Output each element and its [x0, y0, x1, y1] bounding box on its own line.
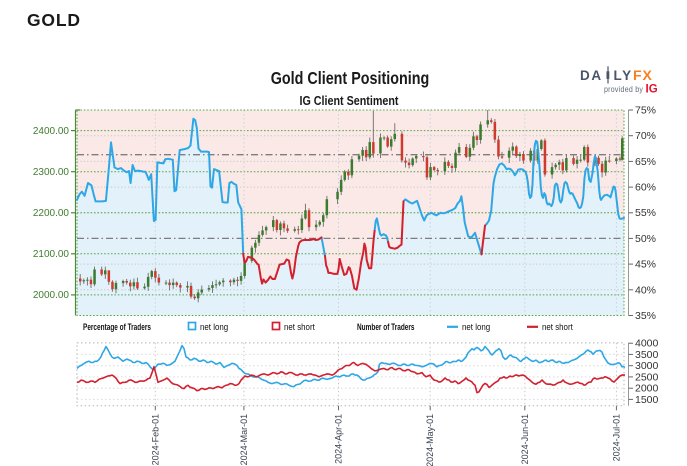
- svg-text:3500: 3500: [635, 349, 659, 361]
- svg-text:FX: FX: [633, 67, 653, 83]
- svg-text:40%: 40%: [635, 284, 656, 296]
- svg-text:35%: 35%: [635, 310, 656, 322]
- svg-text:GOLD: GOLD: [27, 10, 81, 30]
- svg-text:Gold Client Positioning: Gold Client Positioning: [271, 70, 430, 89]
- svg-text:2024-Mar-01: 2024-Mar-01: [239, 414, 249, 466]
- svg-text:LY: LY: [614, 68, 633, 83]
- svg-text:3000: 3000: [635, 360, 659, 372]
- svg-text:2024-Jul-01: 2024-Jul-01: [611, 414, 621, 462]
- svg-text:DA: DA: [580, 68, 603, 83]
- svg-text:65%: 65%: [635, 156, 656, 168]
- svg-text:50%: 50%: [635, 233, 656, 245]
- svg-text:IG Client Sentiment: IG Client Sentiment: [299, 94, 398, 108]
- svg-text:2024-Jun-01: 2024-Jun-01: [520, 414, 530, 465]
- svg-text:75%: 75%: [635, 105, 656, 117]
- svg-text:2200.00: 2200.00: [33, 208, 70, 219]
- svg-text:net short: net short: [542, 322, 573, 333]
- svg-text:45%: 45%: [635, 259, 656, 271]
- svg-text:2100.00: 2100.00: [33, 249, 70, 260]
- svg-text:net long: net long: [200, 322, 228, 333]
- svg-text:2000: 2000: [635, 383, 659, 395]
- svg-text:2024-May-01: 2024-May-01: [425, 414, 435, 466]
- svg-text:55%: 55%: [635, 207, 656, 219]
- svg-text:2024-Feb-01: 2024-Feb-01: [150, 414, 160, 466]
- svg-text:2400.00: 2400.00: [33, 126, 70, 137]
- svg-text:2500: 2500: [635, 371, 659, 383]
- svg-text:1500: 1500: [635, 394, 659, 406]
- svg-text:provided by: provided by: [604, 85, 643, 94]
- svg-text:IG: IG: [646, 84, 658, 96]
- svg-text:net short: net short: [284, 322, 315, 333]
- svg-text:2300.00: 2300.00: [33, 167, 70, 178]
- svg-text:Percentage of Traders: Percentage of Traders: [83, 322, 151, 332]
- svg-text:net long: net long: [462, 322, 490, 333]
- svg-text:4000: 4000: [635, 338, 659, 350]
- svg-text:Number of Traders: Number of Traders: [357, 322, 415, 332]
- svg-text:2000.00: 2000.00: [33, 290, 70, 301]
- svg-text:70%: 70%: [635, 130, 656, 142]
- svg-text:2024-Apr-01: 2024-Apr-01: [334, 414, 344, 464]
- svg-text:60%: 60%: [635, 182, 656, 194]
